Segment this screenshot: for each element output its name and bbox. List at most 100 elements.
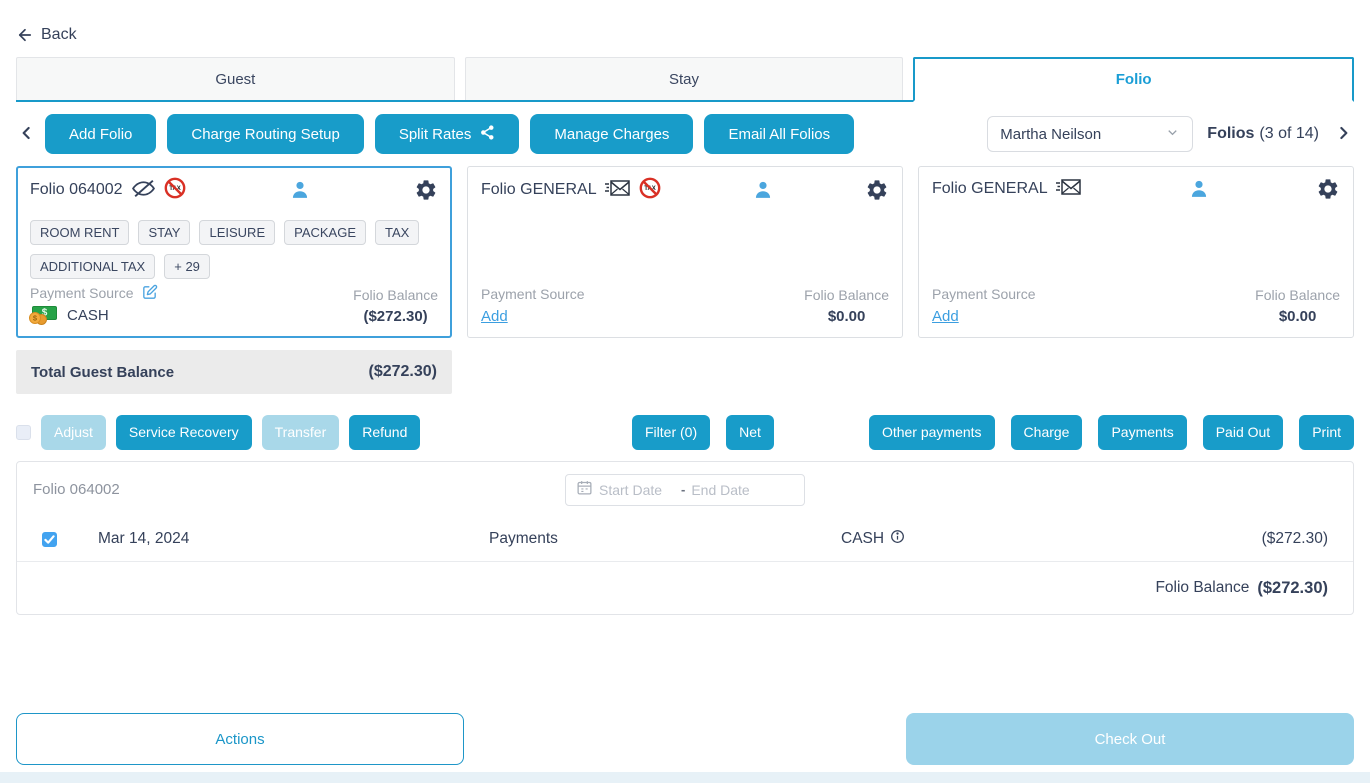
folios-next-button[interactable]: [1333, 120, 1354, 149]
transactions-panel: Folio 064002 - Mar 14, 2024 Payments CAS…: [16, 461, 1354, 615]
paid-out-button[interactable]: Paid Out: [1202, 414, 1284, 450]
total-guest-balance-bar: Total Guest Balance ($272.30): [16, 350, 452, 394]
tag-pill: LEISURE: [199, 220, 276, 245]
tab-folio[interactable]: Folio: [913, 57, 1355, 102]
manage-charges-button[interactable]: Manage Charges: [530, 114, 694, 154]
folio-cards: Folio 064002 TAX R: [16, 166, 1354, 338]
guest-person-icon[interactable]: [290, 180, 310, 200]
eye-slash-icon: [131, 179, 156, 202]
paid-out-label: Paid Out: [1215, 424, 1271, 440]
transfer-button[interactable]: Transfer: [261, 414, 340, 450]
net-button[interactable]: Net: [726, 414, 774, 450]
tag-pill: ROOM RENT: [30, 220, 130, 245]
tab-guest-label: Guest: [215, 70, 256, 88]
transactions-balance-label: Folio Balance: [1155, 579, 1250, 596]
payment-source-label: Payment Source: [30, 284, 134, 301]
chevron-left-icon: [18, 122, 35, 147]
add-folio-button[interactable]: Add Folio: [45, 114, 157, 154]
split-rates-label: Split Rates: [398, 125, 472, 143]
calendar-icon: [576, 479, 593, 500]
no-tax-icon: TAX: [164, 177, 186, 203]
guest-person-icon[interactable]: [1189, 179, 1209, 199]
tab-bar: Guest Stay Folio: [16, 57, 1355, 102]
transaction-date: Mar 14, 2024: [98, 530, 190, 547]
bottom-strip: [0, 772, 1370, 783]
split-rates-button[interactable]: Split Rates: [374, 114, 520, 154]
add-payment-source-link[interactable]: Add: [932, 308, 959, 325]
transaction-checkbox[interactable]: [42, 531, 57, 547]
select-all-checkbox[interactable]: [16, 424, 31, 440]
transaction-amount: ($272.30): [1261, 530, 1328, 547]
edit-payment-source-icon[interactable]: [141, 284, 158, 301]
email-all-folios-button[interactable]: Email All Folios: [704, 114, 855, 154]
folio-settings-gear-icon[interactable]: [865, 178, 889, 202]
charge-button[interactable]: Charge: [1010, 414, 1083, 450]
adjust-button[interactable]: Adjust: [41, 414, 106, 450]
payments-label: Payments: [1111, 424, 1174, 440]
folio-balance-label: Folio Balance: [1255, 287, 1340, 303]
guest-selector-dropdown[interactable]: Martha Neilson: [987, 116, 1194, 152]
folio-card-title: Folio GENERAL: [481, 181, 597, 198]
total-guest-balance-label: Total Guest Balance: [31, 363, 175, 381]
tag-pill: ADDITIONAL TAX: [30, 254, 156, 279]
transactions-balance-value: ($272.30): [1257, 578, 1328, 597]
tab-folio-label: Folio: [1115, 71, 1152, 88]
transaction-row[interactable]: Mar 14, 2024 Payments CASH ($272.30): [17, 517, 1353, 562]
print-button[interactable]: Print: [1299, 414, 1354, 450]
folio-card-general-2[interactable]: Folio GENERAL Payment Source Ad: [918, 166, 1354, 338]
folio-card-title: Folio GENERAL: [932, 180, 1048, 197]
end-date-input[interactable]: [691, 481, 768, 498]
actions-button[interactable]: Actions: [16, 713, 464, 765]
folios-counter-count: (3 of 14): [1259, 125, 1319, 142]
folio-balance-value: ($272.30): [363, 308, 428, 325]
transaction-actions-row: Adjust Service Recovery Transfer Refund …: [16, 414, 1354, 450]
info-icon[interactable]: [890, 529, 905, 549]
add-payment-source-link[interactable]: Add: [481, 308, 508, 325]
other-payments-button[interactable]: Other payments: [868, 414, 995, 450]
tab-guest[interactable]: Guest: [16, 57, 455, 100]
date-range-separator: -: [681, 482, 686, 497]
start-date-input[interactable]: [599, 481, 675, 498]
filter-label: Filter (0): [645, 424, 698, 440]
charge-routing-setup-label: Charge Routing Setup: [191, 125, 340, 143]
transactions-folio-label: Folio 064002: [33, 481, 120, 498]
folio-card-064002[interactable]: Folio 064002 TAX R: [16, 166, 452, 338]
cash-icon: [29, 306, 57, 325]
folios-prev-button[interactable]: [16, 120, 37, 149]
refund-button[interactable]: Refund: [349, 414, 421, 450]
date-range-picker[interactable]: -: [565, 473, 805, 506]
manage-charges-label: Manage Charges: [554, 125, 670, 143]
folio-balance-value: $0.00: [827, 308, 866, 325]
filter-button[interactable]: Filter (0): [632, 414, 711, 450]
no-tax-icon: TAX: [639, 177, 661, 203]
payment-source-label: Payment Source: [932, 286, 1036, 302]
charge-label: Charge: [1023, 424, 1070, 440]
folio-settings-gear-icon[interactable]: [414, 178, 438, 202]
print-label: Print: [1312, 424, 1341, 440]
refund-label: Refund: [362, 424, 408, 440]
folio-settings-gear-icon[interactable]: [1316, 177, 1340, 201]
check-out-button[interactable]: Check Out: [906, 713, 1354, 765]
back-button[interactable]: Back: [16, 0, 77, 44]
tag-pill: TAX: [375, 220, 420, 245]
transfer-label: Transfer: [274, 424, 327, 440]
folio-card-general-1[interactable]: Folio GENERAL TAX: [467, 166, 903, 338]
folio-balance-value: $0.00: [1278, 308, 1317, 325]
send-email-icon: [1055, 178, 1082, 200]
adjust-label: Adjust: [54, 424, 93, 440]
share-icon: [480, 124, 495, 144]
folio-card-title: Folio 064002: [30, 181, 123, 198]
folios-counter: Folios (3 of 14): [1207, 125, 1319, 143]
transaction-type: Payments: [489, 530, 558, 547]
tab-stay[interactable]: Stay: [464, 57, 904, 100]
net-label: Net: [739, 424, 761, 440]
tag-pill-more[interactable]: + 29: [164, 254, 210, 279]
guest-person-icon[interactable]: [753, 180, 773, 200]
transaction-method: CASH: [841, 530, 885, 547]
folio-balance-label: Folio Balance: [804, 287, 889, 303]
folio-tags: ROOM RENT STAY LEISURE PACKAGE TAX ADDIT…: [30, 220, 438, 279]
payments-button[interactable]: Payments: [1098, 414, 1187, 450]
service-recovery-button[interactable]: Service Recovery: [115, 414, 252, 450]
charge-routing-setup-button[interactable]: Charge Routing Setup: [167, 114, 364, 154]
back-label: Back: [41, 26, 77, 43]
